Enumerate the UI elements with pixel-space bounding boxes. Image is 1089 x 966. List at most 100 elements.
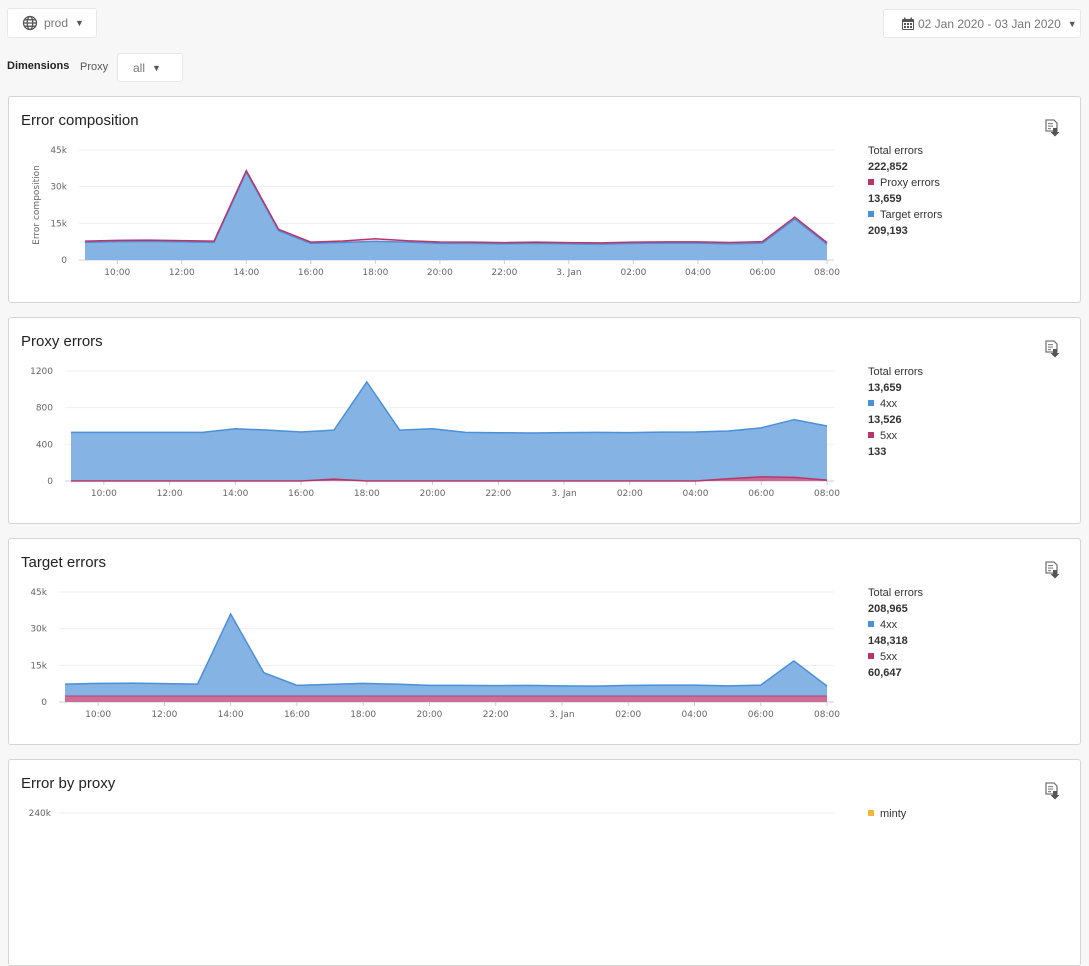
x-tick-label: 18:00 [354, 489, 380, 499]
x-tick-label: 16:00 [284, 710, 310, 720]
y-tick-label: 30k [50, 183, 67, 193]
calendar-icon [902, 17, 914, 30]
x-tick-label: 12:00 [151, 710, 177, 720]
x-tick-label: 08:00 [814, 268, 840, 278]
x-tick-label: 10:00 [91, 489, 117, 499]
x-tick-label: 18:00 [350, 710, 376, 720]
legend-item[interactable]: Proxy errors [868, 175, 942, 191]
legend-value: 60,647 [868, 667, 902, 679]
legend-item[interactable]: 4xx [868, 617, 923, 633]
y-tick-label: 15k [30, 661, 47, 671]
area-chart: 0 15k 30k 45k 10:00 12:00 14:00 16:00 18:00 20:00… [30, 588, 840, 720]
y-tick-label: 45k [30, 588, 47, 598]
legend-swatch [868, 621, 874, 627]
dimensions-label: Dimensions [7, 60, 70, 72]
download-report-icon[interactable] [1044, 782, 1060, 800]
legend-total-value: 222,852 [868, 161, 908, 173]
y-tick-label: 1200 [30, 367, 53, 377]
legend-value: 13,659 [868, 193, 902, 205]
legend-label: 4xx [880, 619, 898, 631]
chart-legend: minty [868, 806, 906, 822]
legend-item[interactable]: 5xx [868, 428, 923, 444]
legend-swatch [868, 653, 874, 659]
legend-value: 209,193 [868, 225, 908, 237]
y-tick-label: 0 [41, 698, 47, 708]
date-range-picker[interactable]: 02 Jan 2020 - 03 Jan 2020 ▼ [883, 9, 1081, 38]
legend-value: 13,526 [868, 414, 902, 426]
y-tick-label: 30k [30, 625, 47, 635]
y-tick-label: 400 [36, 440, 53, 450]
x-tick-label: 3. Jan [551, 489, 576, 499]
legend-total-label: Total errors [868, 587, 924, 599]
legend-label: 4xx [880, 398, 898, 410]
x-tick-label: 20:00 [416, 710, 442, 720]
globe-icon [22, 15, 38, 31]
download-report-icon[interactable] [1044, 119, 1060, 137]
y-tick-label: 0 [61, 256, 67, 266]
x-tick-label: 16:00 [298, 268, 324, 278]
x-tick-label: 22:00 [485, 489, 511, 499]
y-axis-label: Error composition [32, 165, 42, 245]
area-chart: 0 400 800 1200 10:00 12:00 14:00 16:00 18:00 20:0… [30, 367, 840, 499]
area-chart: 0 15k 30k 45k Error composition 10:00 12:00 14:… [32, 146, 840, 278]
chart-legend: Total errors 208,965 4xx 148,318 5xx 60,647 [868, 585, 923, 681]
legend-item[interactable]: Target errors [868, 207, 942, 223]
x-tick-label: 06:00 [748, 489, 774, 499]
legend-swatch [868, 211, 874, 217]
x-tick-label: 02:00 [620, 268, 646, 278]
y-tick-label: 240k [29, 809, 52, 819]
legend-label: 5xx [880, 651, 898, 663]
download-report-icon[interactable] [1044, 340, 1060, 358]
legend-swatch [868, 432, 874, 438]
x-tick-label: 20:00 [427, 268, 453, 278]
card-title: Error composition [21, 112, 139, 129]
x-tick-label: 10:00 [104, 268, 130, 278]
series-line [84, 168, 828, 244]
x-tick-label: 04:00 [682, 710, 708, 720]
card-title: Target errors [21, 554, 107, 571]
x-tick-label: 22:00 [491, 268, 517, 278]
x-tick-label: 08:00 [814, 489, 840, 499]
chart-card: Error by proxy minty 240k [8, 759, 1081, 966]
y-tick-label: 15k [50, 219, 67, 229]
card-title: Proxy errors [21, 333, 103, 350]
chart-card: Proxy errors Total errors 13,659 4xx 13,526… [8, 317, 1081, 524]
chart-legend: Total errors 13,659 4xx 13,526 5xx 133 [868, 364, 923, 460]
series-area [71, 476, 827, 481]
legend-item[interactable]: minty [868, 806, 906, 822]
series-line [71, 476, 828, 482]
proxy-label: Proxy [80, 61, 109, 73]
legend-swatch [868, 400, 874, 406]
series-line [71, 380, 828, 434]
y-tick-label: 0 [47, 477, 53, 487]
date-range-value: 02 Jan 2020 - 03 Jan 2020 [918, 16, 1061, 31]
legend-item[interactable]: 4xx [868, 396, 923, 412]
area-chart: 240k [29, 809, 834, 819]
x-tick-label: 16:00 [288, 489, 314, 499]
legend-total-label: Total errors [868, 366, 924, 378]
legend-label: Target errors [880, 209, 943, 221]
series-area [65, 695, 827, 702]
x-tick-label: 06:00 [750, 268, 776, 278]
x-tick-label: 12:00 [157, 489, 183, 499]
legend-item[interactable]: 5xx [868, 649, 923, 665]
proxy-filter-dropdown[interactable]: all ▼ [117, 53, 183, 82]
legend-label: 5xx [880, 430, 898, 442]
chevron-down-icon: ▼ [152, 62, 161, 73]
x-tick-label: 14:00 [233, 268, 259, 278]
legend-swatch [868, 810, 874, 816]
x-tick-label: 02:00 [615, 710, 641, 720]
env-selector[interactable]: prod ▼ [7, 8, 97, 38]
x-tick-label: 14:00 [222, 489, 248, 499]
legend-value: 133 [868, 446, 887, 458]
x-tick-label: 20:00 [420, 489, 446, 499]
chart-card: Target errors Total errors 208,965 4xx 148,… [8, 538, 1081, 745]
series-area [85, 172, 827, 260]
series-area [71, 382, 827, 481]
env-value: prod [44, 16, 69, 30]
y-tick-label: 800 [36, 404, 53, 414]
series-line [64, 612, 828, 687]
download-report-icon[interactable] [1044, 561, 1060, 579]
legend-label: Proxy errors [880, 177, 940, 189]
chart-legend: Total errors 222,852 Proxy errors 13,659 Tar… [868, 143, 942, 239]
